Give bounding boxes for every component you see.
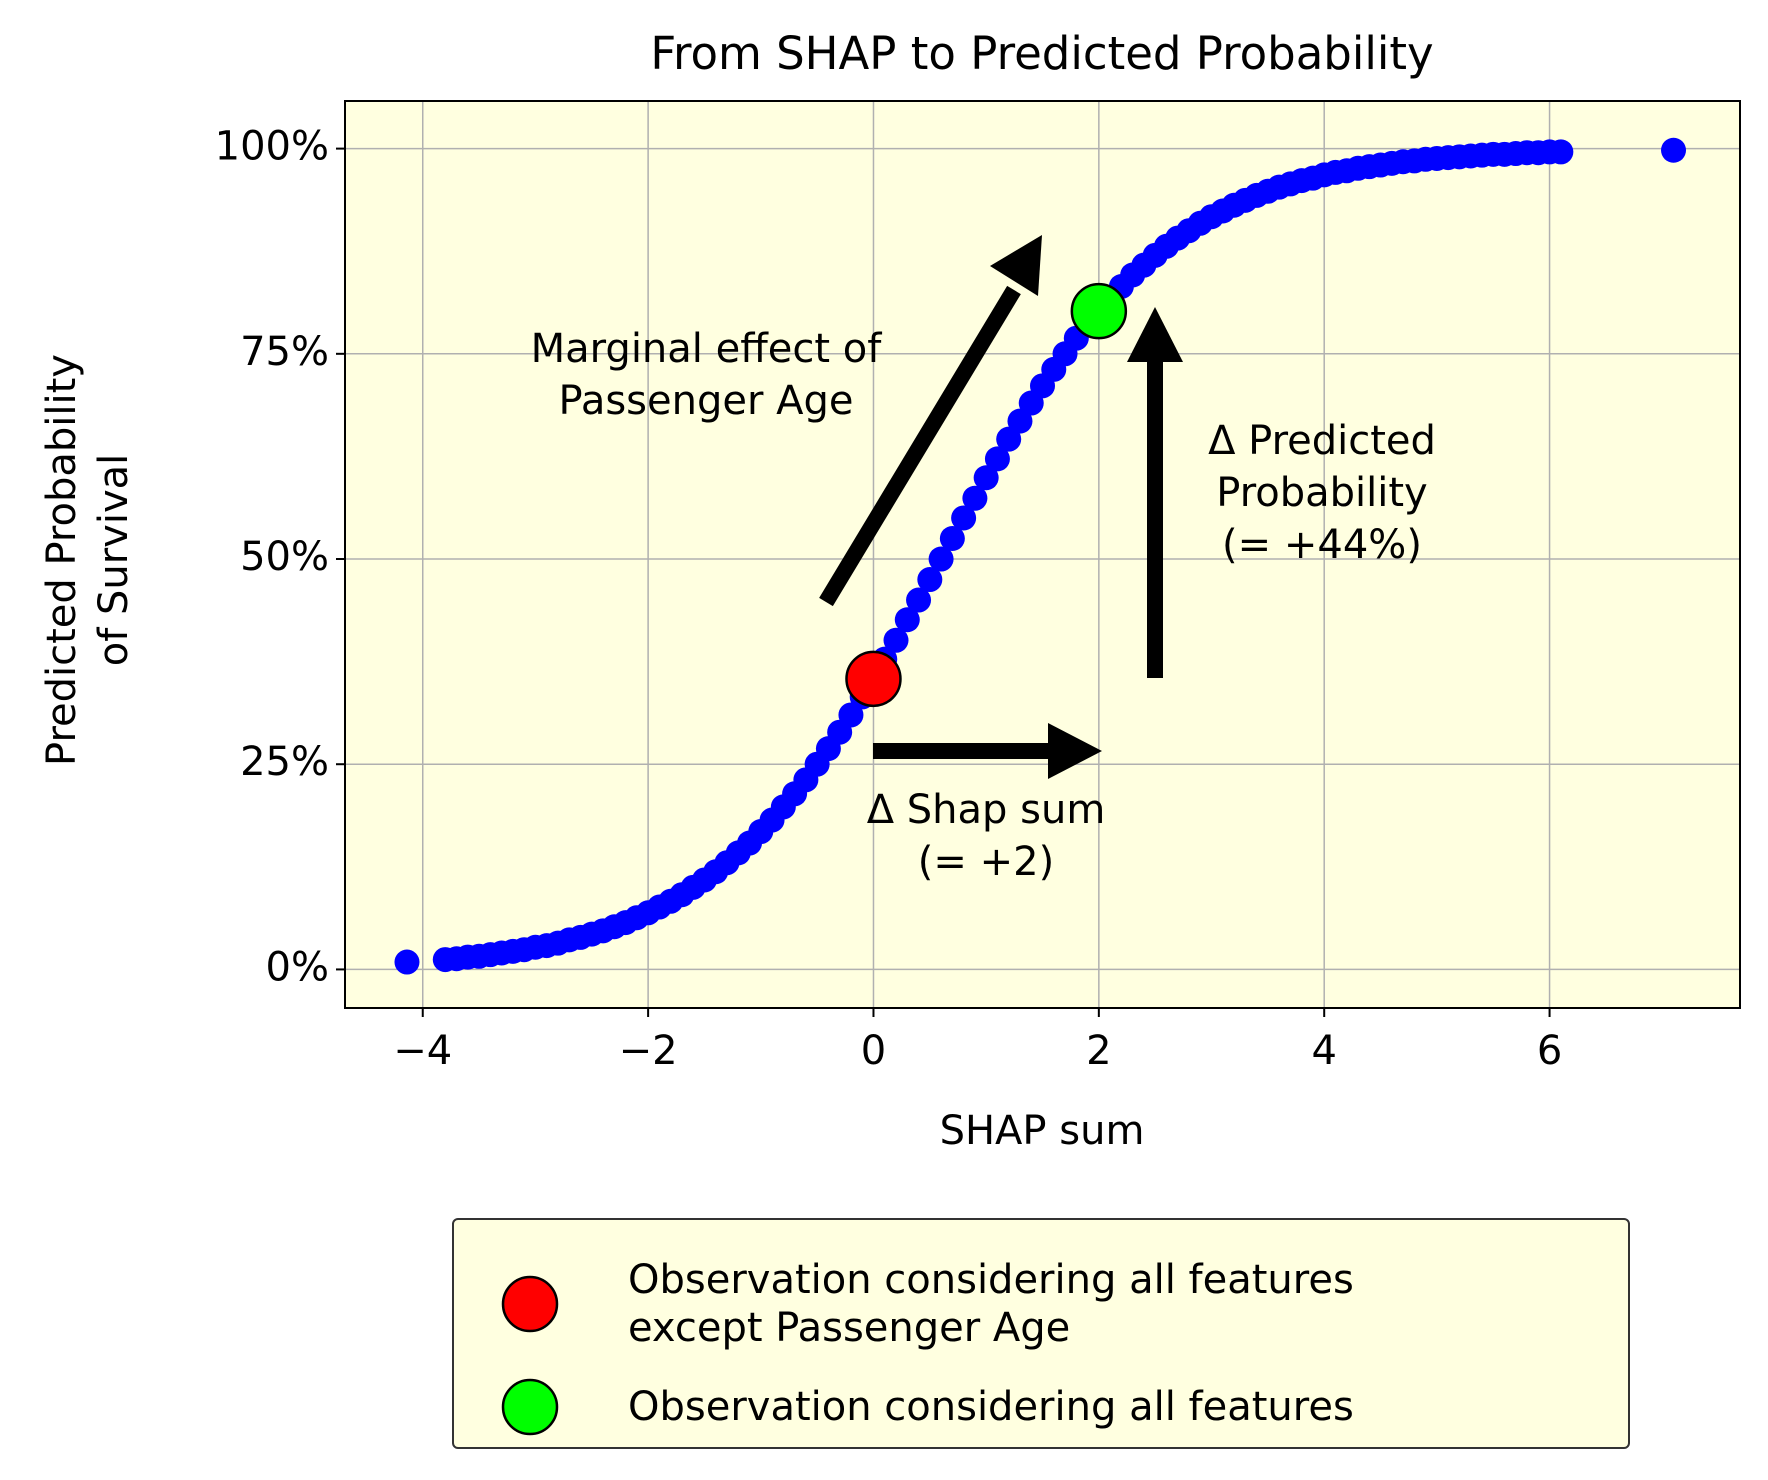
legend-marker [501, 1378, 559, 1436]
x-tick-label: 0 [861, 1028, 886, 1074]
arrows [819, 235, 1183, 779]
point [894, 607, 920, 633]
legend-marker [501, 1275, 559, 1333]
point [928, 546, 954, 572]
x-tick-label: −2 [619, 1028, 678, 1074]
highlight-point [845, 650, 902, 708]
axes-frame [344, 100, 1741, 1009]
annotation: Δ Shap sum (= +2) [866, 787, 1106, 885]
x-tick-label: 2 [1086, 1028, 1111, 1074]
point [883, 627, 909, 653]
point [1548, 139, 1574, 165]
arrow-head [1048, 723, 1102, 779]
legend-label: Observation considering all features [628, 1384, 1354, 1430]
plot-area [345, 101, 1740, 1008]
y-tick-label: 100% [215, 124, 329, 170]
y-tick-label: 0% [266, 944, 329, 990]
highlights [845, 282, 1128, 708]
y-tick-label: 25% [240, 739, 329, 785]
point [906, 587, 932, 613]
y-axis-label: Predicted Probability of Survival [39, 354, 137, 766]
point [973, 465, 999, 491]
point [996, 426, 1022, 452]
point [1661, 137, 1687, 163]
y-tick-label: 50% [240, 534, 329, 580]
point [951, 505, 977, 531]
y-tick-label: 75% [240, 329, 329, 375]
x-axis-label: SHAP sum [940, 1108, 1145, 1154]
point [394, 949, 420, 975]
arrow-head [990, 235, 1042, 296]
legend-label: Observation considering all features exc… [628, 1257, 1354, 1351]
annotation: Δ Predicted Probability (= +44%) [1208, 418, 1436, 568]
highlight-point [1070, 282, 1128, 340]
points [394, 137, 1687, 975]
point [984, 446, 1010, 472]
arrow-head [1127, 307, 1183, 362]
legend-marker-box [501, 1378, 559, 1436]
arrow [819, 285, 1021, 607]
x-tick-label: 6 [1537, 1028, 1562, 1074]
point [962, 485, 988, 511]
annotation: Marginal effect of Passenger Age [530, 326, 882, 424]
x-tick-label: 4 [1311, 1028, 1336, 1074]
legend: Observation considering all features exc… [452, 1218, 1630, 1449]
point [939, 525, 965, 551]
chart-title: From SHAP to Predicted Probability [650, 27, 1433, 80]
x-tick-label: −4 [393, 1028, 452, 1074]
legend-marker-box [501, 1275, 559, 1333]
point [1007, 408, 1033, 434]
point [838, 702, 864, 728]
point [917, 567, 943, 593]
